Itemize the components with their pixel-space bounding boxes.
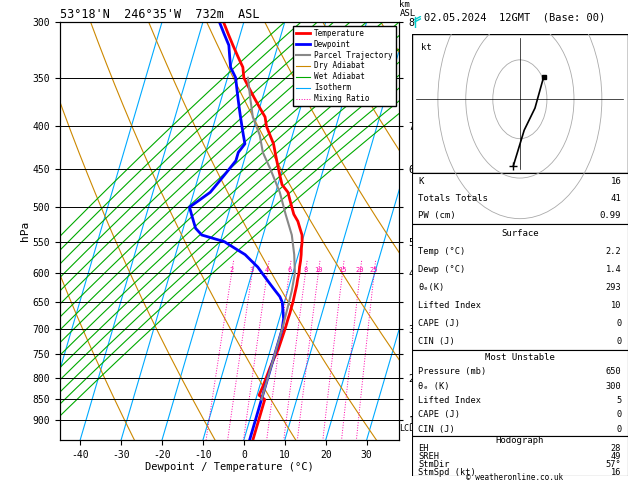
Text: Lifted Index: Lifted Index bbox=[418, 301, 481, 310]
Text: θₑ (K): θₑ (K) bbox=[418, 382, 450, 391]
Text: 3: 3 bbox=[250, 267, 254, 273]
Text: 2: 2 bbox=[230, 267, 234, 273]
Text: StmSpd (kt): StmSpd (kt) bbox=[418, 468, 476, 477]
Text: 0: 0 bbox=[616, 337, 621, 346]
Text: 650: 650 bbox=[606, 367, 621, 376]
Text: Hodograph: Hodograph bbox=[496, 436, 544, 445]
Text: 0.99: 0.99 bbox=[600, 211, 621, 220]
Text: 293: 293 bbox=[606, 283, 621, 292]
Legend: Temperature, Dewpoint, Parcel Trajectory, Dry Adiabat, Wet Adiabat, Isotherm, Mi: Temperature, Dewpoint, Parcel Trajectory… bbox=[293, 26, 396, 106]
Text: 41: 41 bbox=[611, 194, 621, 203]
Text: CAPE (J): CAPE (J) bbox=[418, 410, 460, 419]
Bar bbox=[412, 350, 628, 436]
Text: 53°18'N  246°35'W  732m  ASL: 53°18'N 246°35'W 732m ASL bbox=[60, 8, 259, 21]
Text: Surface: Surface bbox=[501, 229, 538, 238]
Text: CIN (J): CIN (J) bbox=[418, 425, 455, 434]
Text: Temp (°C): Temp (°C) bbox=[418, 247, 465, 256]
Text: 25: 25 bbox=[370, 267, 379, 273]
Text: CIN (J): CIN (J) bbox=[418, 337, 455, 346]
Text: 1.4: 1.4 bbox=[606, 265, 621, 274]
Text: 6: 6 bbox=[287, 267, 291, 273]
Text: 02.05.2024  12GMT  (Base: 00): 02.05.2024 12GMT (Base: 00) bbox=[424, 12, 605, 22]
Text: 8: 8 bbox=[303, 267, 308, 273]
Text: 0: 0 bbox=[616, 425, 621, 434]
Text: Most Unstable: Most Unstable bbox=[485, 353, 555, 362]
Text: 0: 0 bbox=[616, 410, 621, 419]
X-axis label: Dewpoint / Temperature (°C): Dewpoint / Temperature (°C) bbox=[145, 462, 314, 472]
Text: km
ASL: km ASL bbox=[399, 0, 416, 17]
Text: Mixing Ratio (g/kg): Mixing Ratio (g/kg) bbox=[439, 246, 448, 341]
Text: Totals Totals: Totals Totals bbox=[418, 194, 488, 203]
Text: 15: 15 bbox=[338, 267, 347, 273]
Text: 0: 0 bbox=[616, 319, 621, 328]
Text: 4: 4 bbox=[265, 267, 269, 273]
Bar bbox=[412, 436, 628, 476]
Text: 10: 10 bbox=[314, 267, 323, 273]
Y-axis label: hPa: hPa bbox=[19, 221, 30, 241]
Text: θₑ(K): θₑ(K) bbox=[418, 283, 445, 292]
Text: LCL: LCL bbox=[399, 424, 415, 433]
Text: StmDir: StmDir bbox=[418, 460, 450, 469]
Text: 2.2: 2.2 bbox=[606, 247, 621, 256]
Text: 5: 5 bbox=[616, 396, 621, 405]
Text: 16: 16 bbox=[611, 177, 621, 186]
Text: 300: 300 bbox=[606, 382, 621, 391]
Text: 10: 10 bbox=[611, 301, 621, 310]
Text: EH: EH bbox=[418, 444, 429, 453]
Bar bbox=[412, 174, 628, 224]
Text: 28: 28 bbox=[611, 444, 621, 453]
Text: © weatheronline.co.uk: © weatheronline.co.uk bbox=[466, 473, 563, 482]
Bar bbox=[412, 34, 628, 174]
Text: PW (cm): PW (cm) bbox=[418, 211, 456, 220]
Text: kt: kt bbox=[421, 43, 431, 52]
Text: SREH: SREH bbox=[418, 452, 440, 461]
Text: 16: 16 bbox=[611, 468, 621, 477]
Text: 20: 20 bbox=[356, 267, 364, 273]
Text: Pressure (mb): Pressure (mb) bbox=[418, 367, 487, 376]
Text: CAPE (J): CAPE (J) bbox=[418, 319, 460, 328]
Text: 49: 49 bbox=[611, 452, 621, 461]
Text: Dewp (°C): Dewp (°C) bbox=[418, 265, 465, 274]
Bar bbox=[412, 224, 628, 350]
Text: 57°: 57° bbox=[606, 460, 621, 469]
Text: Lifted Index: Lifted Index bbox=[418, 396, 481, 405]
Text: K: K bbox=[418, 177, 424, 186]
